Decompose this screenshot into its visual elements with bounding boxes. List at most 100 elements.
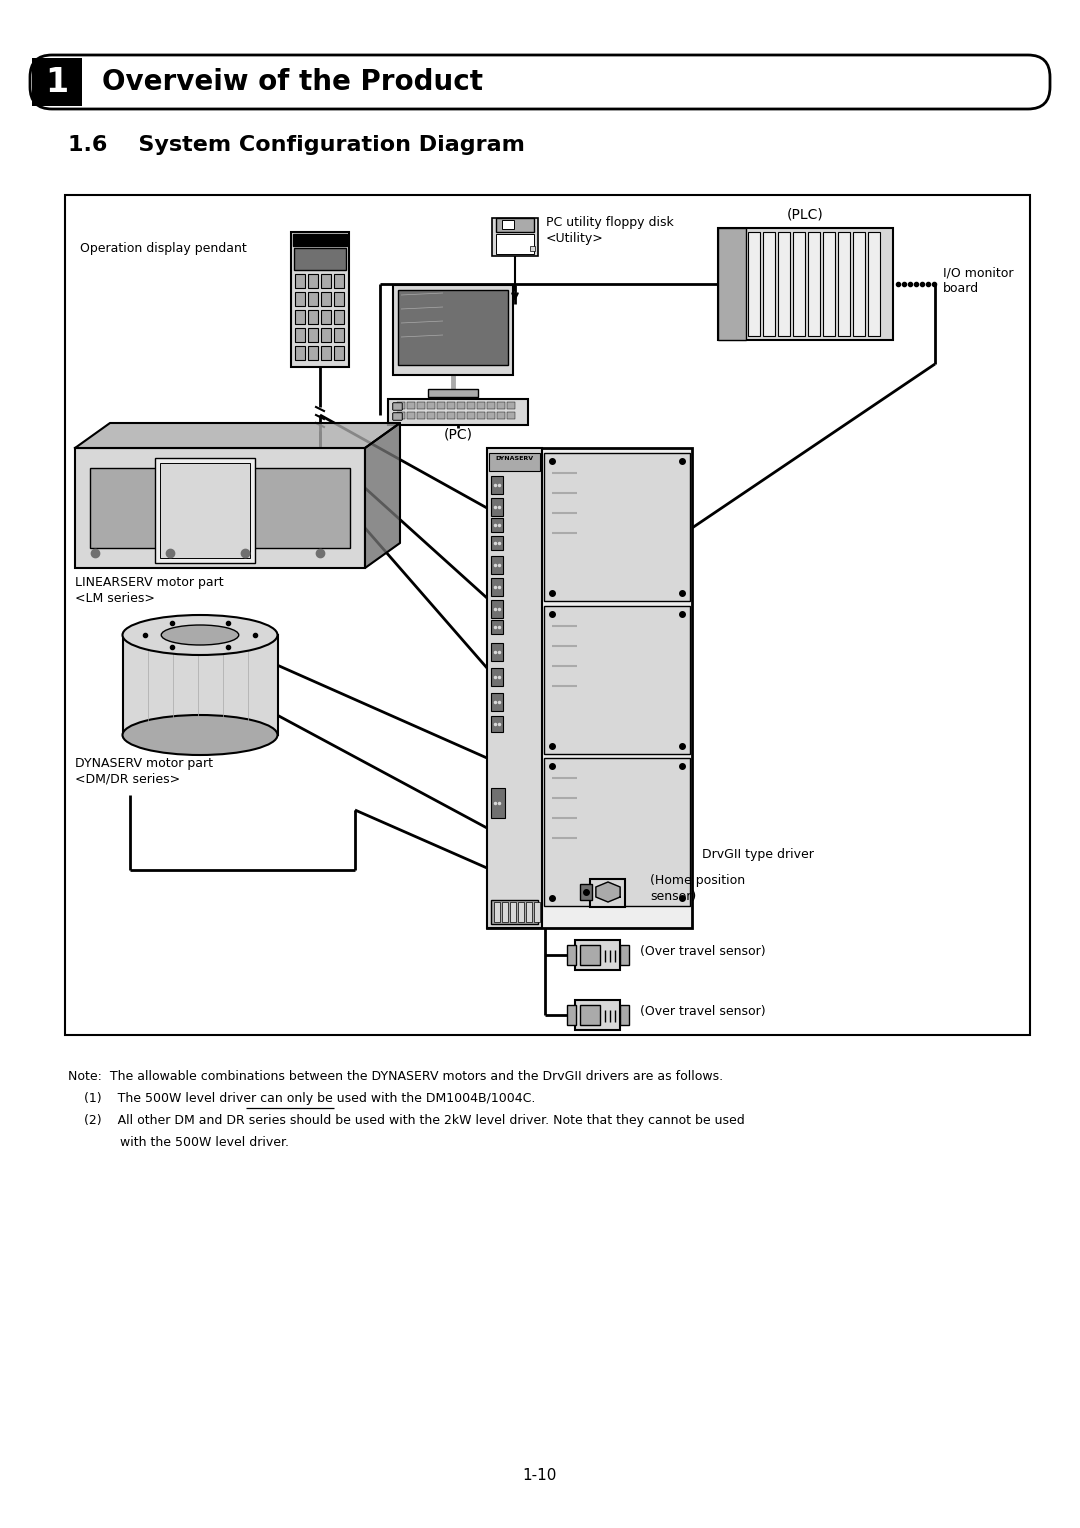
Bar xyxy=(291,232,349,367)
Bar xyxy=(518,902,524,921)
Polygon shape xyxy=(365,423,400,568)
Text: DYNASERV motor part
<DM/DR series>: DYNASERV motor part <DM/DR series> xyxy=(75,756,213,785)
Text: DYNASERV: DYNASERV xyxy=(495,455,534,461)
Bar xyxy=(477,413,485,419)
Bar xyxy=(65,196,1030,1034)
Bar xyxy=(491,601,503,617)
Bar xyxy=(156,458,255,562)
Bar xyxy=(308,329,318,342)
Bar xyxy=(853,232,865,336)
Bar xyxy=(507,402,515,410)
Ellipse shape xyxy=(122,715,278,755)
Bar xyxy=(491,578,503,596)
Bar xyxy=(393,286,513,374)
Bar xyxy=(417,402,426,410)
Text: 1-10: 1-10 xyxy=(523,1468,557,1484)
Text: Operation display pendant: Operation display pendant xyxy=(80,241,246,255)
Bar xyxy=(32,58,82,105)
Bar xyxy=(393,403,402,410)
Bar xyxy=(428,390,478,397)
Bar xyxy=(575,999,620,1030)
Bar xyxy=(393,413,402,420)
Bar xyxy=(491,788,505,817)
Bar xyxy=(334,310,345,324)
Bar xyxy=(407,413,415,419)
Bar xyxy=(393,413,402,420)
Bar xyxy=(497,402,505,410)
Bar xyxy=(534,902,540,921)
Bar xyxy=(487,448,692,927)
Bar xyxy=(808,232,820,336)
Bar xyxy=(295,345,305,361)
Bar xyxy=(748,232,760,336)
Bar xyxy=(393,403,402,410)
Bar xyxy=(388,399,528,425)
Bar xyxy=(507,413,515,419)
Bar xyxy=(487,402,495,410)
Text: LINEARSERV motor part
<LM series>: LINEARSERV motor part <LM series> xyxy=(75,576,224,605)
Bar xyxy=(492,219,538,257)
Text: (PC): (PC) xyxy=(444,428,473,442)
Bar xyxy=(393,403,402,410)
Bar xyxy=(75,448,365,568)
Bar xyxy=(447,402,455,410)
Bar xyxy=(496,234,534,254)
Bar xyxy=(838,232,850,336)
Bar xyxy=(295,274,305,287)
Bar xyxy=(530,246,535,251)
Bar xyxy=(295,310,305,324)
Bar xyxy=(491,518,503,532)
Bar xyxy=(567,944,576,966)
Bar xyxy=(308,274,318,287)
Bar xyxy=(308,292,318,306)
Text: DrvGII type driver: DrvGII type driver xyxy=(702,848,814,860)
Bar xyxy=(477,402,485,410)
Bar xyxy=(308,345,318,361)
Bar xyxy=(718,228,746,341)
Text: (Home position
sensor): (Home position sensor) xyxy=(650,874,745,903)
Bar xyxy=(393,413,402,420)
Bar xyxy=(393,413,402,420)
Bar xyxy=(334,345,345,361)
Text: (1)    The 500W level driver can only be used with the DM1004B/1004C.: (1) The 500W level driver can only be us… xyxy=(68,1093,536,1105)
Bar xyxy=(494,902,500,921)
Bar xyxy=(427,413,435,419)
Ellipse shape xyxy=(122,614,278,656)
Bar xyxy=(427,402,435,410)
Bar xyxy=(321,310,330,324)
Bar xyxy=(487,413,495,419)
Text: (Over travel sensor): (Over travel sensor) xyxy=(640,1005,766,1018)
Bar xyxy=(544,607,690,753)
Bar xyxy=(544,758,690,906)
Bar xyxy=(321,292,330,306)
Bar xyxy=(321,329,330,342)
Bar xyxy=(489,452,540,471)
Bar xyxy=(491,536,503,550)
Bar xyxy=(620,944,629,966)
Text: (2)    All other DM and DR series should be used with the 2kW level driver. Note: (2) All other DM and DR series should be… xyxy=(68,1114,745,1128)
Text: (PLC): (PLC) xyxy=(786,208,823,222)
Polygon shape xyxy=(75,423,400,448)
Ellipse shape xyxy=(161,625,239,645)
Bar xyxy=(437,402,445,410)
Bar xyxy=(295,329,305,342)
Bar xyxy=(567,1005,576,1025)
Bar xyxy=(334,292,345,306)
Bar xyxy=(447,413,455,419)
Bar xyxy=(575,940,620,970)
Bar xyxy=(590,879,625,908)
Bar xyxy=(496,219,534,232)
Bar xyxy=(580,1005,600,1025)
Bar xyxy=(393,413,402,420)
Bar xyxy=(321,274,330,287)
Bar xyxy=(762,232,775,336)
Bar xyxy=(491,477,503,494)
Bar xyxy=(393,403,402,410)
Text: Overveiw of the Product: Overveiw of the Product xyxy=(102,69,483,96)
Bar xyxy=(467,413,475,419)
Bar xyxy=(487,448,542,927)
Bar xyxy=(868,232,880,336)
Bar xyxy=(467,402,475,410)
Bar xyxy=(293,234,347,246)
Bar xyxy=(399,290,508,365)
